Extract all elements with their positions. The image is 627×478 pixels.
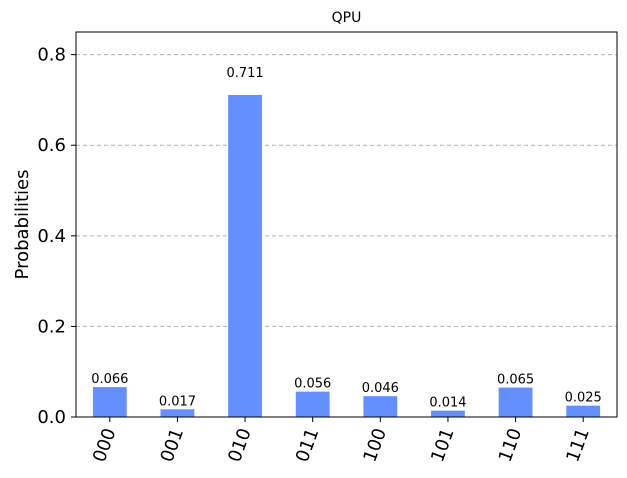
x-tick-label-001: 001	[157, 426, 188, 465]
data-label-011: 0.056	[294, 377, 331, 392]
y-axis: 0.0 0.2 0.4 0.6 0.8	[37, 45, 76, 428]
bar-000	[92, 387, 127, 417]
bars	[92, 94, 601, 417]
x-tick-label-011: 011	[292, 426, 323, 465]
x-axis: 000 001 010 011 100 101 110 111	[89, 417, 594, 465]
gridlines	[76, 54, 617, 327]
bar-110	[498, 387, 533, 417]
x-tick-label-110: 110	[495, 426, 526, 465]
data-label-010: 0.711	[226, 66, 263, 81]
y-tick-label: 0.4	[37, 226, 66, 247]
data-label-100: 0.046	[362, 381, 399, 396]
bar-001	[160, 409, 195, 417]
y-tick-label: 0.8	[37, 45, 66, 66]
x-tick-label-101: 101	[427, 426, 458, 465]
bar-010	[228, 94, 262, 417]
bar-100	[363, 396, 398, 417]
data-label-101: 0.014	[429, 396, 466, 411]
y-tick-label: 0.0	[37, 407, 66, 428]
bar-011	[295, 391, 330, 417]
x-tick-label-010: 010	[224, 426, 255, 465]
y-tick-label: 0.2	[37, 316, 66, 337]
data-label-000: 0.066	[91, 372, 128, 387]
bar-101	[431, 410, 465, 417]
x-tick-label-100: 100	[360, 426, 391, 465]
data-labels: 0.066 0.017 0.711 0.056 0.046 0.014 0.065 0.025	[91, 66, 602, 411]
bar-111	[566, 405, 601, 417]
x-tick-label-111: 111	[562, 426, 593, 465]
y-axis-label: Probabilities	[12, 170, 33, 280]
data-label-001: 0.017	[159, 394, 196, 409]
y-tick-label: 0.6	[37, 135, 66, 156]
chart-title: QPU	[332, 10, 362, 26]
data-label-111: 0.025	[565, 391, 602, 406]
plot-frame	[75, 31, 618, 418]
x-tick-label-000: 000	[89, 426, 120, 465]
data-label-110: 0.065	[497, 373, 534, 388]
